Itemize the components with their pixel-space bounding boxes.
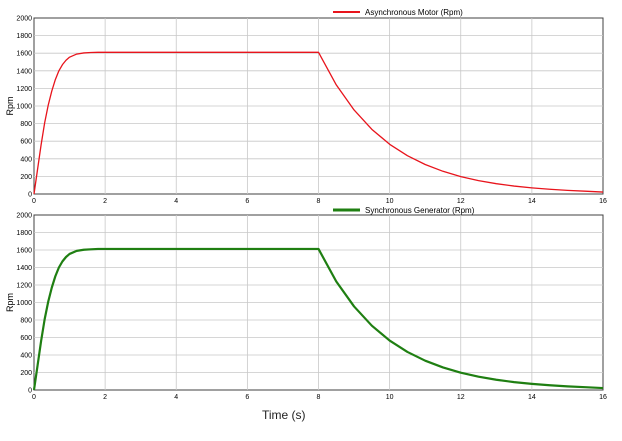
x-tick-label: 0 bbox=[32, 198, 36, 205]
x-tick-label: 8 bbox=[317, 394, 321, 401]
y-tick-label: 2000 bbox=[16, 16, 32, 23]
x-tick-label: 8 bbox=[317, 198, 321, 205]
y-tick-label: 0 bbox=[28, 388, 32, 395]
x-tick-label: 4 bbox=[174, 198, 178, 205]
y-tick-label: 1800 bbox=[16, 230, 32, 237]
x-axis-label: Time (s) bbox=[262, 408, 306, 422]
x-tick-label: 6 bbox=[245, 394, 249, 401]
chart-panel-1: 0 200 400 600 800 1000 1200 1400 1600 1800 2000 0 2 4… bbox=[5, 8, 607, 205]
x-tick-label: 12 bbox=[457, 394, 465, 401]
chart-panel-2: 0 200 400 600 800 1000 1200 1400 1600 1800 2000 0 2 4… bbox=[5, 206, 607, 401]
x-tick-label: 6 bbox=[245, 198, 249, 205]
y-tick-label: 1200 bbox=[16, 283, 32, 290]
legend-label: Asynchronous Motor (Rpm) bbox=[365, 8, 463, 17]
x-tick-label: 14 bbox=[528, 394, 536, 401]
x-tick-label: 16 bbox=[599, 198, 607, 205]
y-tick-label: 800 bbox=[20, 121, 32, 128]
legend-entry: Asynchronous Motor (Rpm) bbox=[333, 8, 463, 17]
series-line bbox=[32, 247, 604, 391]
y-tick-label: 1600 bbox=[16, 248, 32, 255]
legend-entry: Synchronous Generator (Rpm) bbox=[333, 206, 475, 215]
x-tick-label: 16 bbox=[599, 394, 607, 401]
x-tick-label: 0 bbox=[32, 394, 36, 401]
y-tick-label: 600 bbox=[20, 335, 32, 342]
x-tick-label: 4 bbox=[174, 394, 178, 401]
y-axis-label: Rpm bbox=[5, 96, 15, 115]
y-tick-label: 1000 bbox=[16, 300, 32, 307]
y-tick-label: 800 bbox=[20, 318, 32, 325]
x-tick-label: 10 bbox=[386, 198, 394, 205]
y-tick-label: 400 bbox=[20, 353, 32, 360]
x-tick-label: 12 bbox=[457, 198, 465, 205]
y-tick-label: 1600 bbox=[16, 51, 32, 58]
y-tick-label: 1400 bbox=[16, 68, 32, 75]
y-tick-label: 200 bbox=[20, 370, 32, 377]
y-axis-label: Rpm bbox=[5, 293, 15, 312]
x-tick-label: 10 bbox=[386, 394, 394, 401]
y-tick-label: 1400 bbox=[16, 265, 32, 272]
legend-label: Synchronous Generator (Rpm) bbox=[365, 206, 475, 215]
series-line bbox=[33, 51, 604, 195]
x-tick-label: 2 bbox=[103, 394, 107, 401]
y-tick-label: 1200 bbox=[16, 86, 32, 93]
y-tick-label: 2000 bbox=[16, 213, 32, 220]
y-tick-label: 600 bbox=[20, 139, 32, 146]
y-tick-label: 200 bbox=[20, 174, 32, 181]
x-tick-label: 14 bbox=[528, 198, 536, 205]
y-tick-label: 0 bbox=[28, 192, 32, 199]
y-tick-label: 1000 bbox=[16, 104, 32, 111]
y-tick-label: 400 bbox=[20, 156, 32, 163]
x-tick-label: 2 bbox=[103, 198, 107, 205]
y-tick-label: 1800 bbox=[16, 33, 32, 40]
